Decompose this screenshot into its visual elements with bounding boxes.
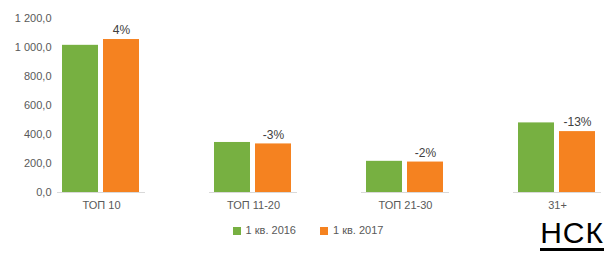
svg-text:1 200,0: 1 200,0: [15, 12, 52, 24]
svg-text:31+: 31+: [548, 199, 567, 211]
svg-text:600,0: 600,0: [24, 99, 52, 111]
svg-text:400,0: 400,0: [24, 128, 52, 140]
html-text:1 кв. 2016: 1 кв. 2016: [245, 224, 296, 236]
svg-text:4%: 4%: [113, 23, 131, 37]
svg-text:-3%: -3%: [263, 128, 285, 142]
svg-text:-2%: -2%: [415, 146, 437, 160]
svg-text:ТОП 11-20: ТОП 11-20: [227, 199, 280, 211]
svg-text:ТОП 21-30: ТОП 21-30: [379, 199, 433, 211]
svg-text:800,0: 800,0: [24, 70, 52, 82]
html-text:НСК: НСК: [540, 216, 604, 249]
html-text:1 кв. 2017: 1 кв. 2017: [333, 224, 384, 236]
svg-text:1 000,0: 1 000,0: [15, 41, 52, 53]
svg-text:0,0: 0,0: [36, 186, 51, 198]
svg-text:-13%: -13%: [563, 115, 591, 129]
svg-text:200,0: 200,0: [24, 157, 52, 169]
svg-text:ТОП 10: ТОП 10: [83, 199, 121, 211]
